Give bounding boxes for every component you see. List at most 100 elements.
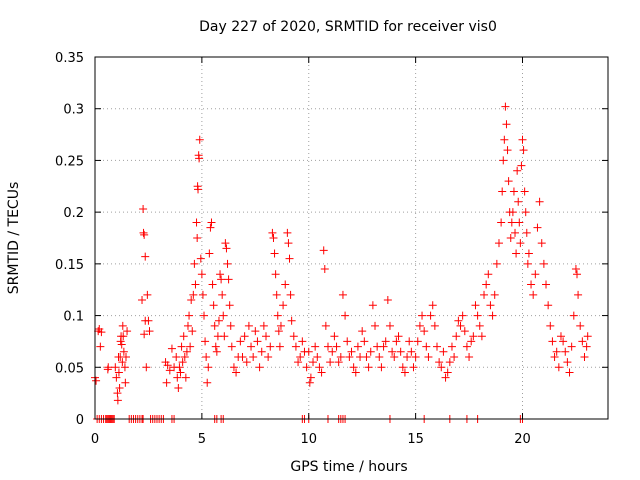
data-point — [216, 270, 225, 279]
data-point — [422, 342, 431, 351]
data-point — [371, 321, 380, 330]
data-point — [490, 290, 499, 299]
data-point — [515, 218, 524, 227]
data-point — [418, 311, 427, 320]
data-point — [305, 378, 314, 387]
data-point — [353, 342, 362, 351]
data-point — [319, 246, 328, 255]
data-point — [296, 352, 305, 361]
data-point — [96, 342, 105, 351]
data-point — [366, 347, 375, 356]
data-point — [264, 352, 273, 361]
data-point — [217, 275, 226, 284]
data-point — [173, 373, 182, 382]
data-point — [174, 383, 183, 392]
data-point — [542, 280, 551, 289]
data-point — [561, 347, 570, 356]
x-tick-label: 5 — [198, 432, 206, 447]
y-tick-label: 0.2 — [63, 206, 84, 221]
data-point — [507, 218, 516, 227]
data-point — [209, 301, 218, 310]
data-point — [521, 208, 530, 217]
data-point — [97, 328, 106, 337]
data-point — [385, 321, 394, 330]
data-point — [207, 218, 216, 227]
data-point — [281, 280, 290, 289]
data-point — [573, 270, 582, 279]
data-point — [565, 368, 574, 377]
data-point — [185, 311, 194, 320]
data-point — [482, 280, 491, 289]
data-point — [424, 352, 433, 361]
data-point — [225, 301, 234, 310]
data-point — [390, 352, 399, 361]
data-point — [411, 352, 420, 361]
data-point — [203, 378, 212, 387]
data-point — [197, 270, 206, 279]
data-point — [522, 228, 531, 237]
data-point — [196, 254, 205, 263]
data-point — [388, 347, 397, 356]
data-point — [315, 363, 324, 372]
data-point — [494, 239, 503, 248]
data-point — [428, 301, 437, 310]
data-point — [326, 358, 335, 367]
data-point — [548, 337, 557, 346]
data-point — [415, 321, 424, 330]
x-tick-label: 15 — [407, 432, 424, 447]
data-point — [172, 352, 181, 361]
data-point — [430, 321, 439, 330]
data-point — [443, 368, 452, 377]
data-point — [435, 358, 444, 367]
data-point — [189, 290, 198, 299]
data-point — [381, 337, 390, 346]
data-point — [518, 135, 527, 144]
data-point — [403, 352, 412, 361]
data-point — [262, 332, 270, 341]
data-point — [113, 396, 122, 405]
data-point — [465, 352, 474, 361]
data-point — [383, 296, 392, 305]
data-point — [500, 135, 509, 144]
data-point — [242, 358, 251, 367]
data-point — [506, 234, 515, 242]
data-point — [571, 265, 580, 274]
data-point — [437, 363, 446, 372]
data-point — [467, 337, 476, 346]
data-point — [222, 244, 231, 253]
data-point — [145, 327, 154, 336]
data-point — [473, 311, 482, 320]
y-tick-label: 0.3 — [63, 103, 84, 118]
data-point — [249, 352, 258, 361]
y-tick-label: 0.15 — [55, 258, 84, 273]
data-point — [302, 363, 311, 372]
data-point — [138, 296, 147, 305]
data-point — [475, 321, 484, 330]
data-point — [279, 301, 288, 310]
data-point — [546, 321, 555, 330]
data-point — [140, 230, 149, 239]
data-point — [206, 223, 215, 232]
data-point — [392, 337, 401, 346]
data-point — [533, 223, 542, 232]
data-point — [328, 347, 337, 356]
data-point — [291, 342, 300, 351]
data-point — [200, 311, 209, 320]
data-point — [218, 290, 227, 299]
data-point — [503, 146, 512, 155]
data-point — [514, 197, 523, 206]
data-point — [112, 373, 121, 382]
data-point — [287, 316, 296, 325]
data-point — [498, 187, 507, 196]
chart-title: Day 227 of 2020, SRMTID for receiver vis… — [199, 19, 497, 35]
data-point — [221, 239, 230, 248]
data-point — [284, 239, 293, 248]
data-point — [286, 290, 295, 299]
data-point — [92, 376, 101, 385]
data-point — [336, 352, 345, 361]
data-point — [462, 342, 471, 351]
data-point — [582, 342, 591, 351]
data-point — [118, 358, 127, 367]
data-point — [121, 352, 130, 361]
